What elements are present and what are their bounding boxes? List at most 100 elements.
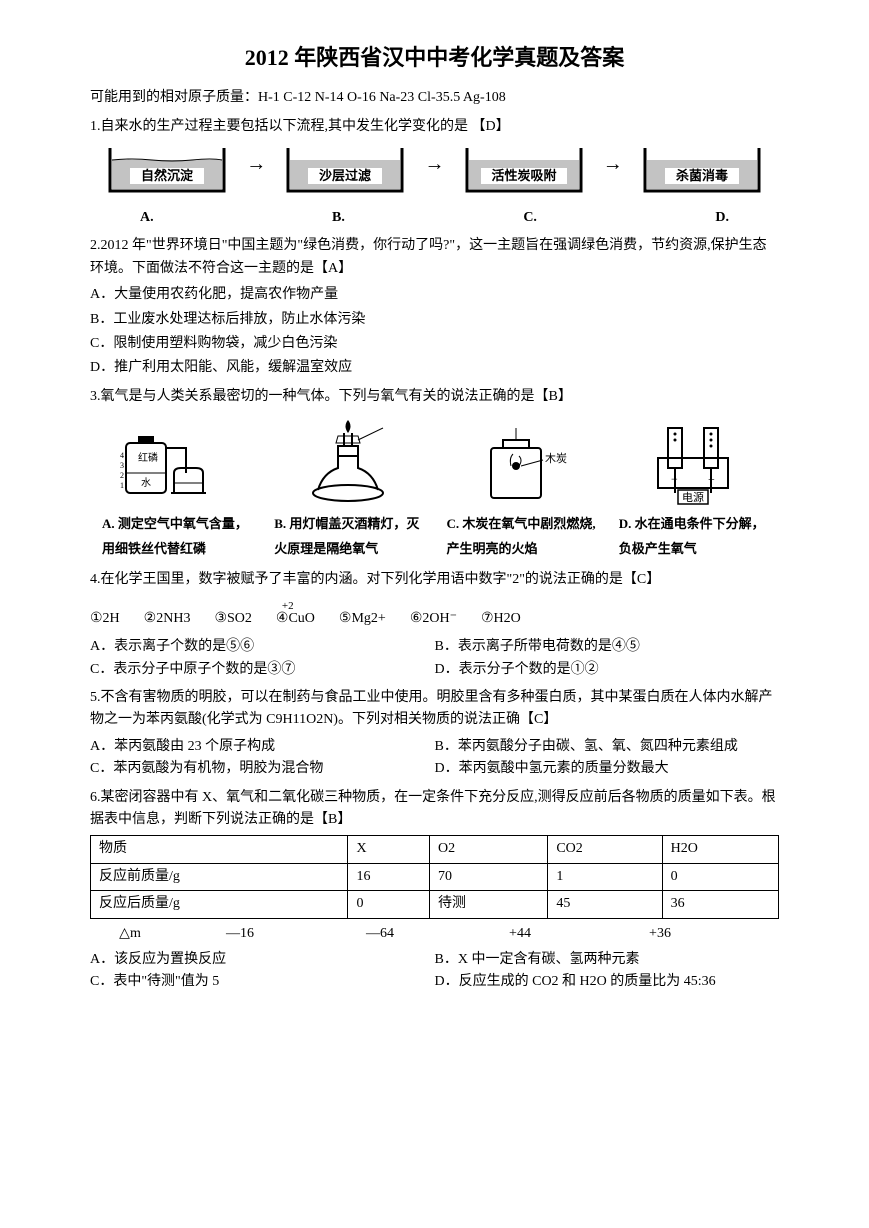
- cell: 45: [548, 891, 662, 918]
- table-header-row: 物质 X O2 CO2 H2O: [91, 836, 779, 863]
- exp-a-caption: A. 测定空气中氧气含量，用细铁丝代替红磷: [94, 512, 258, 561]
- svg-text:4: 4: [120, 451, 124, 460]
- cell: 反应前质量/g: [91, 863, 348, 890]
- svg-text:杀菌消毒: 杀菌消毒: [676, 168, 728, 183]
- q4-text: 4.在化学王国里，数字被赋予了丰富的内涵。对下列化学用语中数字"2"的说法正确的…: [90, 569, 779, 591]
- table-row: 反应后质量/g 0 待测 45 36: [91, 891, 779, 918]
- formula-1: ①2H: [90, 608, 120, 630]
- q1-text: 1.自来水的生产过程主要包括以下流程,其中发生化学变化的是 【D】: [90, 116, 779, 138]
- q6-opt-b: B．X 中一定含有碳、氢两种元素: [435, 949, 780, 971]
- q5-text: 5.不含有害物质的明胶，可以在制药与食品工业中使用。明胶里含有多种蛋白质，其中某…: [90, 687, 779, 732]
- q6-opt-a: A．该反应为置换反应: [90, 949, 435, 971]
- cell: 1: [548, 863, 662, 890]
- q6-opt-c: C．表中"待测"值为 5: [90, 971, 435, 993]
- label-b: B.: [332, 207, 345, 229]
- exp-b: B. 用灯帽盖灭酒精灯，灭火原理是隔绝氧气: [262, 418, 434, 561]
- formula-2: ②2NH3: [144, 608, 191, 630]
- q5-options: A．苯丙氨酸由 23 个原子构成 B．苯丙氨酸分子由碳、氢、氧、氮四种元素组成 …: [90, 736, 779, 781]
- q5-opt-c: C．苯丙氨酸为有机物，明胶为混合物: [90, 758, 435, 780]
- cell: 36: [662, 891, 778, 918]
- document-title: 2012 年陕西省汉中中考化学真题及答案: [90, 40, 779, 75]
- formula-4: +2 ④CuO: [276, 608, 315, 630]
- svg-text:木炭: 木炭: [545, 452, 567, 465]
- cell: 待测: [430, 891, 548, 918]
- question-1: 1.自来水的生产过程主要包括以下流程,其中发生化学变化的是 【D】 自然沉淀 →…: [90, 116, 779, 230]
- formula-6: ⑥2OH⁻: [410, 608, 457, 630]
- cuo-charge: +2: [282, 598, 294, 616]
- cell: 反应后质量/g: [91, 891, 348, 918]
- exp-d: 电源 − + D. 水在通电条件下分解，负极产生氧气: [607, 418, 779, 561]
- q5-opt-d: D．苯丙氨酸中氢元素的质量分数最大: [435, 758, 780, 780]
- th-3: CO2: [548, 836, 662, 863]
- q1-box-c: 活性炭吸附: [447, 146, 601, 201]
- q1-box-d: 杀菌消毒: [625, 146, 779, 201]
- th-1: X: [348, 836, 430, 863]
- svg-text:电源: 电源: [682, 490, 704, 504]
- q4-opt-a: A．表示离子个数的是⑤⑥: [90, 636, 435, 658]
- q6-table: 物质 X O2 CO2 H2O 反应前质量/g 16 70 1 0 反应后质量/…: [90, 835, 779, 918]
- q1-diagram-row: 自然沉淀 → 沙层过滤 → 活性炭吸附 →: [90, 146, 779, 201]
- cell: 0: [348, 891, 430, 918]
- q4-formulas: ①2H ②2NH3 ③SO2 +2 ④CuO ⑤Mg2+ ⑥2OH⁻ ⑦H2O: [90, 608, 779, 630]
- svg-text:2: 2: [120, 471, 124, 480]
- q4-opt-d: D．表示分子个数的是①②: [435, 659, 780, 681]
- q1-box-b: 沙层过滤: [268, 146, 422, 201]
- q6-options: A．该反应为置换反应 B．X 中一定含有碳、氢两种元素 C．表中"待测"值为 5…: [90, 949, 779, 994]
- formula-5: ⑤Mg2+: [339, 608, 386, 630]
- q2-opt-a: A．大量使用农药化肥，提高农作物产量: [90, 284, 779, 306]
- arrow-icon: →: [244, 148, 268, 180]
- svg-text:3: 3: [120, 461, 124, 470]
- cell: 16: [348, 863, 430, 890]
- q2-opt-d: D．推广利用太阳能、风能，缓解温室效应: [90, 357, 779, 379]
- arrow-icon: →: [423, 148, 447, 180]
- exp-b-caption: B. 用灯帽盖灭酒精灯，灭火原理是隔绝氧气: [266, 512, 430, 561]
- q5-opt-b: B．苯丙氨酸分子由碳、氢、氧、氮四种元素组成: [435, 736, 780, 758]
- q3-text: 3.氧气是与人类关系最密切的一种气体。下列与氧气有关的说法正确的是【B】: [90, 386, 779, 408]
- exp-c-caption: C. 木炭在氧气中剧烈燃烧,产生明亮的火焰: [439, 512, 603, 561]
- q2-text: 2.2012 年"世界环境日"中国主题为"绿色消费，你行动了吗?"，这一主题旨在…: [90, 235, 779, 280]
- q1-box-a: 自然沉淀: [90, 146, 244, 201]
- delta-2: —64: [310, 923, 450, 945]
- question-6: 6.某密闭容器中有 X、氧气和二氧化碳三种物质，在一定条件下充分反应,测得反应前…: [90, 787, 779, 994]
- table-row: 反应前质量/g 16 70 1 0: [91, 863, 779, 890]
- exp-a: 4 3 2 1 红磷 水 A. 测定空气中氧气含量，用细铁丝代替红磷: [90, 418, 262, 561]
- svg-text:−: −: [671, 472, 678, 486]
- q6-opt-d: D．反应生成的 CO2 和 H2O 的质量比为 45:36: [435, 971, 780, 993]
- th-4: H2O: [662, 836, 778, 863]
- question-4: 4.在化学王国里，数字被赋予了丰富的内涵。对下列化学用语中数字"2"的说法正确的…: [90, 569, 779, 681]
- svg-text:自然沉淀: 自然沉淀: [141, 168, 194, 183]
- formula-7: ⑦H2O: [481, 608, 521, 630]
- question-2: 2.2012 年"世界环境日"中国主题为"绿色消费，你行动了吗?"，这一主题旨在…: [90, 235, 779, 379]
- svg-text:水: 水: [141, 477, 151, 489]
- delta-label: △m: [90, 923, 170, 945]
- svg-text:沙层过滤: 沙层过滤: [319, 168, 371, 183]
- svg-text:红磷: 红磷: [138, 451, 158, 464]
- q4-opt-b: B．表示离子所带电荷数的是④⑤: [435, 636, 780, 658]
- exp-c: 木炭 C. 木炭在氧气中剧烈燃烧,产生明亮的火焰: [435, 418, 607, 561]
- question-5: 5.不含有害物质的明胶，可以在制药与食品工业中使用。明胶里含有多种蛋白质，其中某…: [90, 687, 779, 781]
- formula-3: ③SO2: [214, 608, 251, 630]
- svg-text:1: 1: [120, 481, 124, 490]
- q6-text: 6.某密闭容器中有 X、氧气和二氧化碳三种物质，在一定条件下充分反应,测得反应前…: [90, 787, 779, 832]
- q2-opt-b: B．工业废水处理达标后排放，防止水体污染: [90, 309, 779, 331]
- delta-3: +44: [450, 923, 590, 945]
- q1-labels: A. B. C. D.: [90, 207, 779, 229]
- label-a: A.: [140, 207, 154, 229]
- q5-opt-a: A．苯丙氨酸由 23 个原子构成: [90, 736, 435, 758]
- exp-d-caption: D. 水在通电条件下分解，负极产生氧气: [611, 512, 775, 561]
- q4-options: A．表示离子个数的是⑤⑥ B．表示离子所带电荷数的是④⑤ C．表示分子中原子个数…: [90, 636, 779, 681]
- question-3: 3.氧气是与人类关系最密切的一种气体。下列与氧气有关的说法正确的是【B】 4 3…: [90, 386, 779, 562]
- delta-4: +36: [590, 923, 730, 945]
- q6-delta: △m —16 —64 +44 +36: [90, 923, 779, 945]
- label-d: D.: [715, 207, 729, 229]
- atomic-mass-info: 可能用到的相对原子质量：H-1 C-12 N-14 O-16 Na-23 Cl-…: [90, 87, 779, 109]
- th-2: O2: [430, 836, 548, 863]
- svg-text:+: +: [708, 472, 715, 486]
- arrow-icon: →: [601, 148, 625, 180]
- delta-1: —16: [170, 923, 310, 945]
- th-0: 物质: [91, 836, 348, 863]
- q3-experiments: 4 3 2 1 红磷 水 A. 测定空气中氧气含量，用细铁丝代替红磷: [90, 418, 779, 561]
- svg-text:活性炭吸附: 活性炭吸附: [491, 168, 556, 183]
- label-c: C.: [523, 207, 537, 229]
- cell: 0: [662, 863, 778, 890]
